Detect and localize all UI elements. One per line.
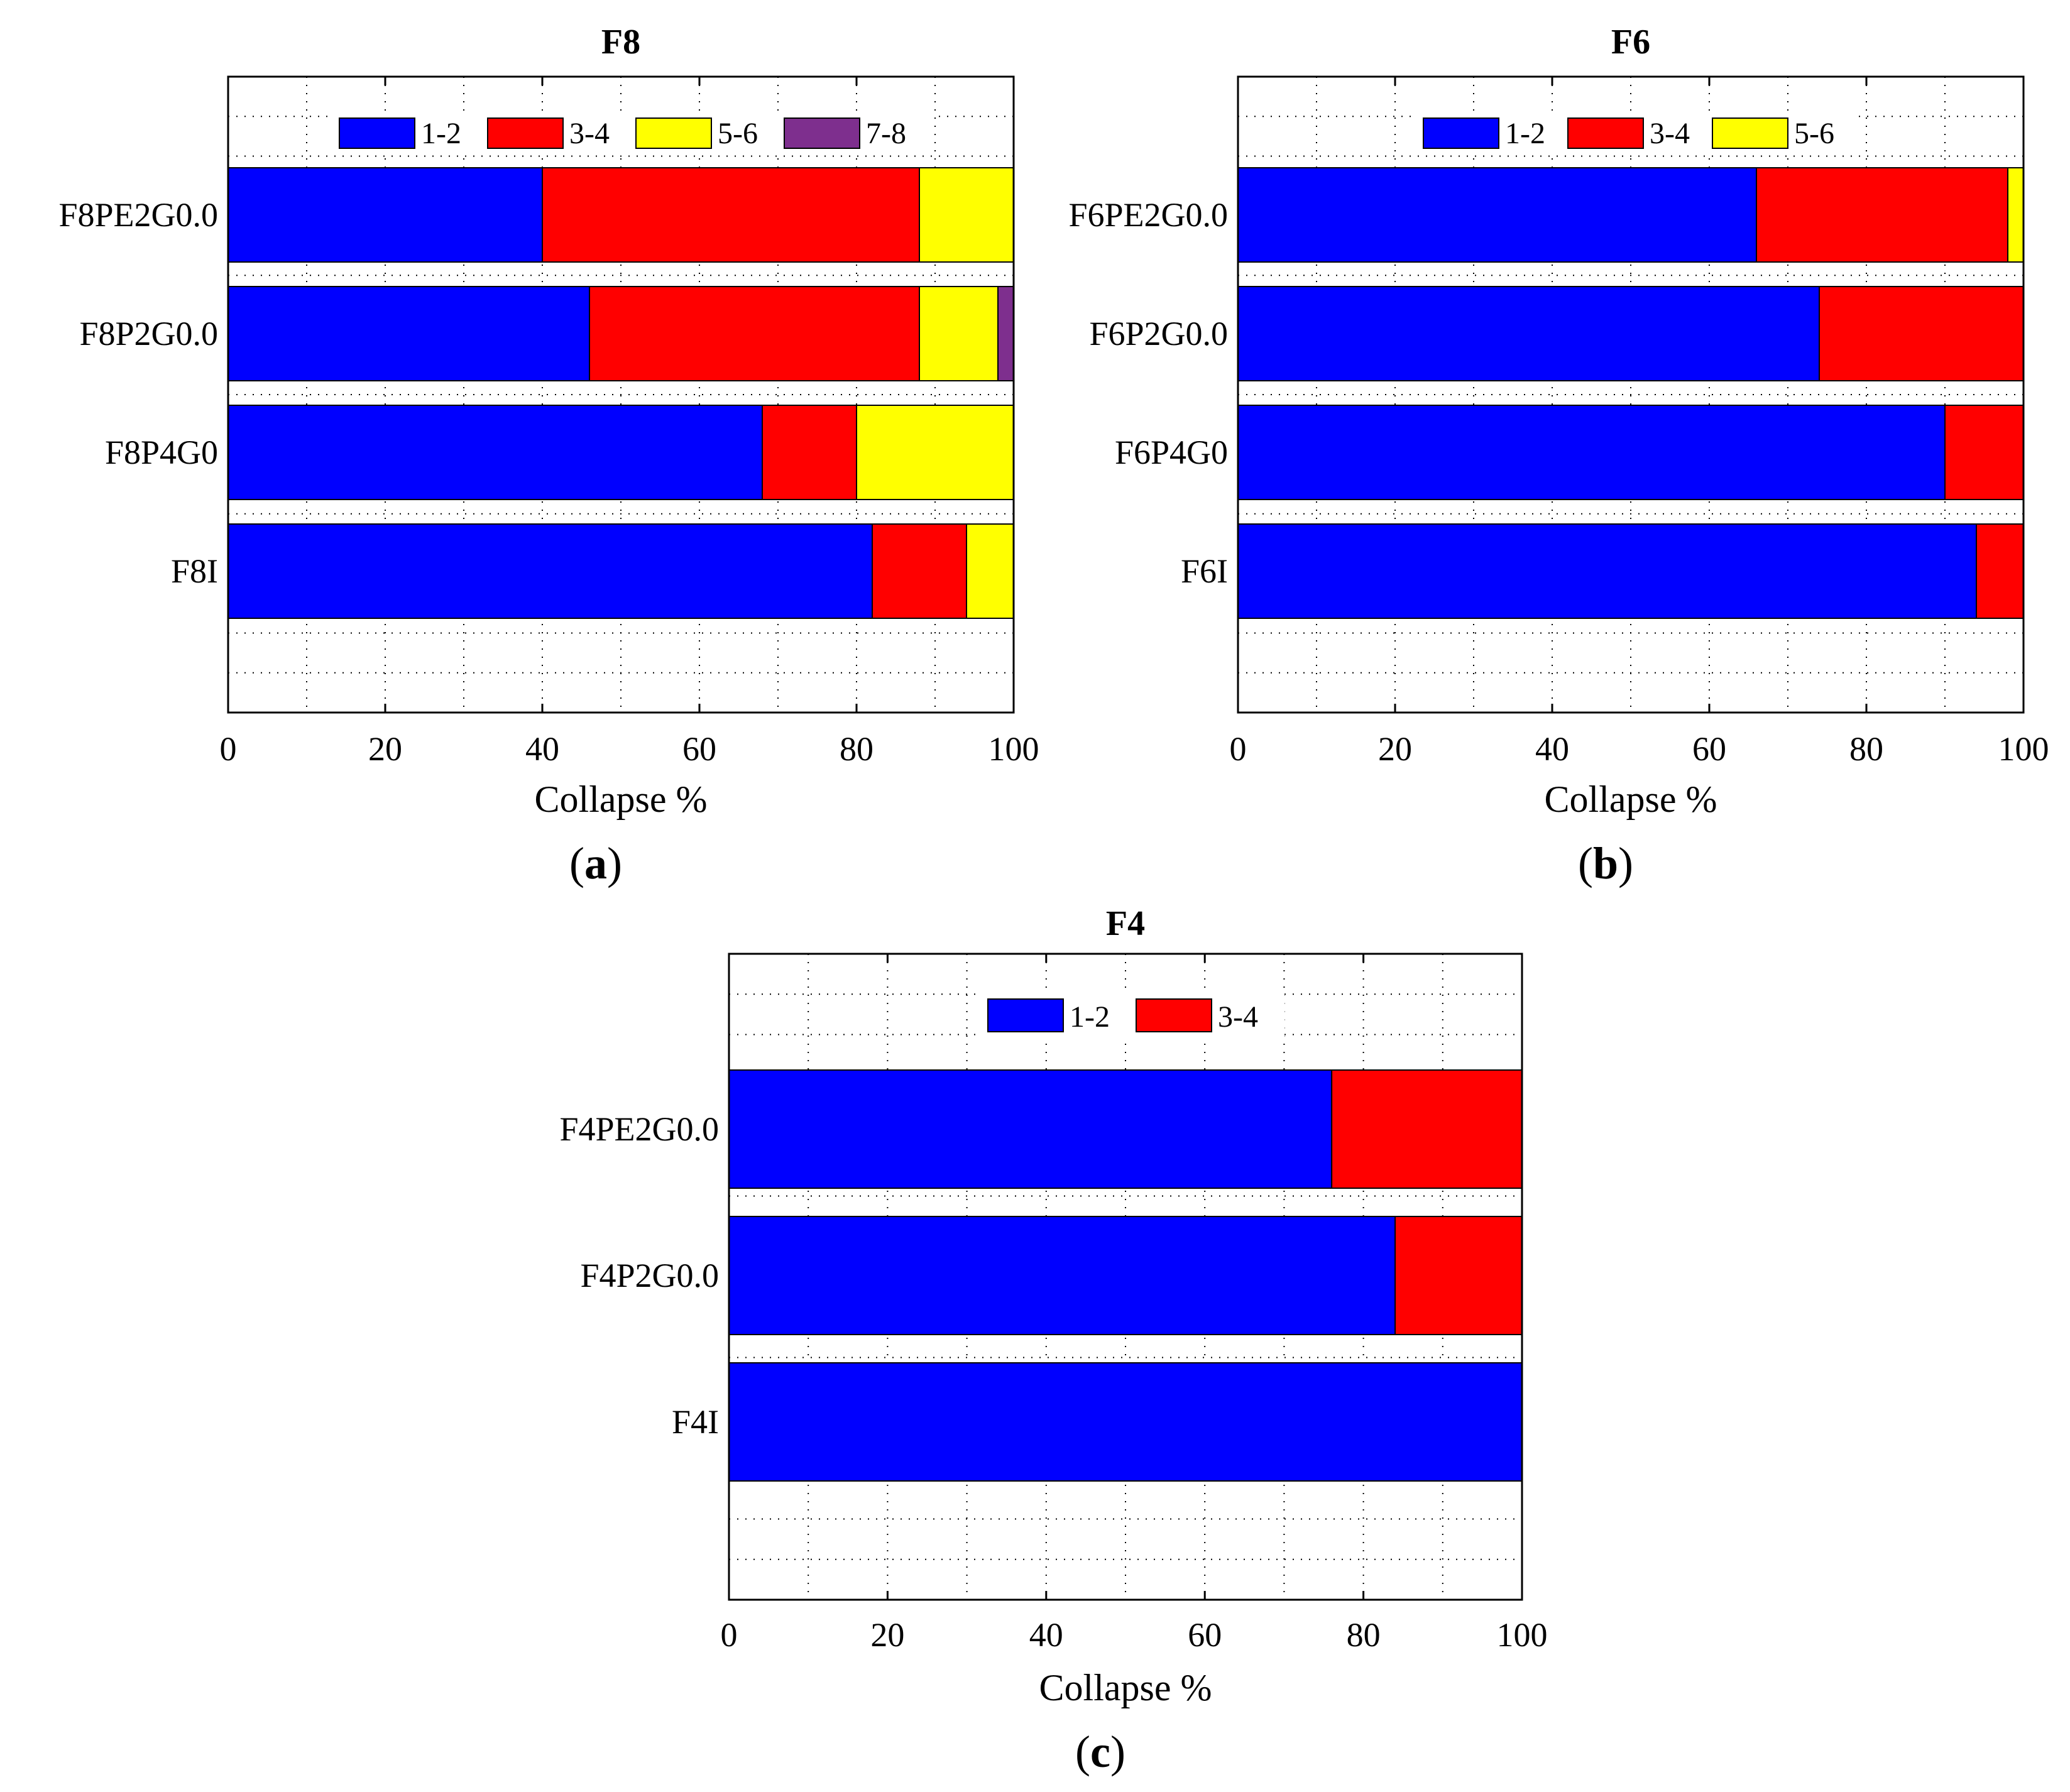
bar-segment xyxy=(856,405,1014,500)
x-tick-label: 0 xyxy=(1230,730,1247,768)
chart-title: F6 xyxy=(1611,23,1650,62)
x-tick-label: 80 xyxy=(840,730,873,768)
legend-swatch xyxy=(1136,998,1212,1032)
bar-segment xyxy=(589,286,920,381)
bar-segment xyxy=(2007,167,2024,263)
bar-segment xyxy=(919,167,1014,263)
legend-label: 3-4 xyxy=(569,117,610,150)
bar-segment xyxy=(1394,1216,1523,1335)
bar-segment xyxy=(728,1362,1523,1482)
legend-label: 3-4 xyxy=(1218,1000,1258,1034)
legend-swatch xyxy=(635,117,712,149)
category-label: F8PE2G0.0 xyxy=(58,196,218,234)
axes-frame xyxy=(1237,75,2025,714)
category-label: F4PE2G0.0 xyxy=(559,1110,719,1148)
legend: 1-2 3-4 5-6 7-8 xyxy=(333,112,933,155)
bar-segment xyxy=(762,405,857,500)
x-tick-label: 40 xyxy=(1535,730,1569,768)
category-label: F4I xyxy=(672,1403,719,1441)
category-label: F8I xyxy=(171,552,218,590)
bar-segment xyxy=(542,167,920,263)
x-tick-label: 100 xyxy=(988,730,1039,768)
bar-segment xyxy=(919,286,999,381)
bar-segment xyxy=(227,405,763,500)
legend-swatch xyxy=(1567,117,1644,149)
legend-label: 7-8 xyxy=(866,117,906,150)
x-tick-label: 20 xyxy=(1378,730,1412,768)
x-tick-label: 100 xyxy=(1998,730,2049,768)
bar-segment xyxy=(1976,523,2024,619)
axes-frame xyxy=(227,75,1015,714)
x-tick-label: 60 xyxy=(1692,730,1726,768)
bar-segment xyxy=(1237,523,1977,619)
legend-label: 3-4 xyxy=(1650,117,1690,150)
panel-label: (a) xyxy=(569,838,622,888)
legend-label: 5-6 xyxy=(718,117,758,150)
chart-title: F4 xyxy=(1106,904,1145,943)
panel-label: (c) xyxy=(1075,1727,1125,1777)
legend-label: 1-2 xyxy=(1070,1000,1110,1034)
bar-segment xyxy=(997,286,1014,381)
x-tick-label: 40 xyxy=(1029,1616,1063,1654)
x-tick-label: 0 xyxy=(220,730,237,768)
legend-swatch xyxy=(784,117,860,149)
bar-segment xyxy=(227,167,543,263)
category-label: F6I xyxy=(1181,552,1228,590)
bar-segment xyxy=(1237,167,1757,263)
bar-segment xyxy=(1756,167,2008,263)
bar-segment xyxy=(966,523,1014,619)
x-axis-label: Collapse % xyxy=(1039,1667,1212,1708)
bar-segment xyxy=(1237,405,1946,500)
bar-segment xyxy=(227,286,590,381)
legend-swatch xyxy=(987,998,1064,1032)
chart-panel-c: F4PE2G0.0 F4P2G0.0 F4I 1-2 3-4 0 20 40 60 80 100 F4… xyxy=(559,904,1547,1777)
bar-segment xyxy=(227,523,873,619)
chart-panel-a: F8PE2G0.0 F8P2G0.0 F8P4G0 F8I 1-2 3-4 5-6 7-8 0 2… xyxy=(58,23,1039,888)
bar-segment xyxy=(1331,1069,1523,1189)
chart-panel-b: F6PE2G0.0 F6P2G0.0 F6P4G0 F6I 1-2 3-4 5-6 0 20 40… xyxy=(1068,23,2049,888)
category-label: F4P2G0.0 xyxy=(580,1257,719,1294)
panel-label: (b) xyxy=(1578,838,1633,888)
x-tick-label: 20 xyxy=(368,730,402,768)
legend-label: 1-2 xyxy=(1505,117,1545,150)
bar-segment xyxy=(1944,405,2024,500)
x-tick-label: 60 xyxy=(682,730,716,768)
category-label: F6P2G0.0 xyxy=(1089,315,1228,352)
category-label: F6PE2G0.0 xyxy=(1068,196,1228,234)
x-tick-label: 0 xyxy=(721,1616,738,1654)
x-tick-label: 60 xyxy=(1188,1616,1222,1654)
x-tick-label: 80 xyxy=(1347,1616,1381,1654)
bar-segment xyxy=(872,523,967,619)
category-label: F6P4G0 xyxy=(1115,434,1228,471)
x-axis-label: Collapse % xyxy=(1545,779,1717,820)
bar-segment xyxy=(728,1216,1396,1335)
legend-swatch xyxy=(339,117,415,149)
legend-label: 1-2 xyxy=(421,117,461,150)
legend-swatch xyxy=(487,117,564,149)
legend-swatch xyxy=(1423,117,1499,149)
x-tick-label: 20 xyxy=(870,1616,904,1654)
bar-segment xyxy=(728,1069,1333,1189)
legend-swatch xyxy=(1712,117,1788,149)
x-axis-label: Collapse % xyxy=(535,779,708,820)
legend: 1-2 3-4 xyxy=(982,993,1284,1038)
legend-label: 5-6 xyxy=(1794,117,1834,150)
x-tick-label: 40 xyxy=(525,730,559,768)
chart-title: F8 xyxy=(601,23,640,62)
x-tick-label: 100 xyxy=(1497,1616,1548,1654)
category-label: F8P4G0 xyxy=(105,434,218,471)
legend: 1-2 3-4 5-6 xyxy=(1417,112,1857,155)
x-tick-label: 80 xyxy=(1849,730,1883,768)
bar-segment xyxy=(1819,286,2024,381)
bar-segment xyxy=(1237,286,1820,381)
axes-frame xyxy=(728,953,1523,1601)
category-label: F8P2G0.0 xyxy=(79,315,218,352)
